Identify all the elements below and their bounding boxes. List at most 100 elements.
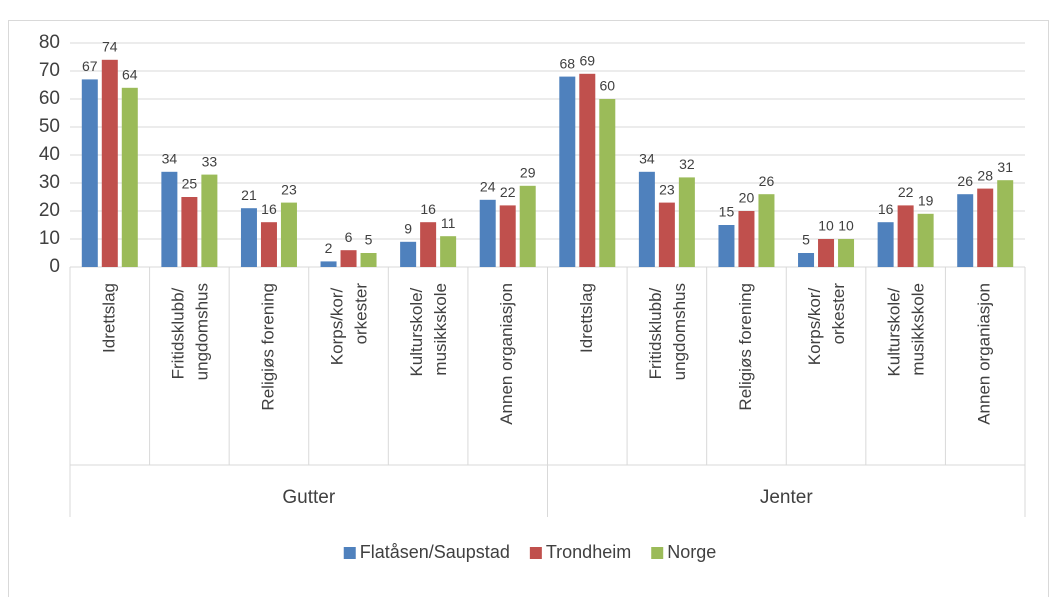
bar bbox=[479, 199, 496, 267]
group-label: Jenter bbox=[760, 487, 813, 508]
bar bbox=[420, 222, 437, 267]
value-label: 23 bbox=[281, 181, 297, 197]
x-tick-label: Idrettslag bbox=[99, 283, 118, 353]
y-tick-label: 10 bbox=[39, 228, 60, 249]
bar bbox=[838, 239, 855, 267]
group-label: Gutter bbox=[282, 487, 335, 508]
bar bbox=[181, 197, 198, 267]
y-tick-label: 80 bbox=[39, 32, 60, 53]
value-label: 67 bbox=[82, 58, 98, 74]
bar bbox=[658, 202, 675, 267]
chart-frame bbox=[8, 20, 1049, 597]
x-tick-label: Religiøs forening bbox=[736, 283, 755, 411]
value-label: 11 bbox=[441, 215, 456, 231]
x-tick-label: Kulturskole/ musikkskole bbox=[885, 283, 928, 377]
value-label: 5 bbox=[802, 232, 810, 248]
legend-label: Flatåsen/Saupstad bbox=[360, 542, 510, 562]
legend-swatch bbox=[651, 547, 664, 559]
x-tick-label: Fritidsklubb/ ungdomshus bbox=[646, 283, 689, 380]
value-label: 28 bbox=[977, 167, 993, 183]
y-tick-label: 20 bbox=[39, 200, 60, 221]
bar bbox=[201, 174, 218, 267]
value-label: 34 bbox=[639, 151, 655, 167]
bar bbox=[877, 222, 894, 267]
x-tick-label: Annen organiasjon bbox=[497, 283, 516, 425]
bar bbox=[599, 99, 616, 267]
value-label: 31 bbox=[997, 159, 1013, 175]
bar bbox=[559, 76, 576, 267]
bar bbox=[81, 79, 98, 268]
bar bbox=[499, 205, 516, 267]
bar bbox=[798, 253, 815, 267]
legend-label: Trondheim bbox=[546, 542, 631, 562]
value-label: 26 bbox=[759, 173, 775, 189]
value-label: 64 bbox=[122, 67, 138, 83]
bar bbox=[240, 208, 257, 267]
value-label: 23 bbox=[659, 181, 675, 197]
bar bbox=[340, 250, 357, 267]
bar bbox=[957, 194, 974, 267]
value-label: 9 bbox=[404, 221, 412, 237]
bar bbox=[997, 180, 1014, 267]
bar bbox=[280, 202, 297, 267]
y-tick-label: 30 bbox=[39, 172, 60, 193]
x-tick-label: Kulturskole/ musikkskole bbox=[408, 283, 451, 377]
y-tick-label: 70 bbox=[39, 60, 60, 81]
x-tick-label: Korps/kor/ orkester bbox=[806, 283, 849, 366]
value-label: 20 bbox=[739, 190, 755, 206]
bar bbox=[738, 211, 755, 267]
y-tick-label: 60 bbox=[39, 88, 60, 109]
y-tick-label: 50 bbox=[39, 116, 60, 137]
value-label: 25 bbox=[182, 176, 198, 192]
value-label: 19 bbox=[918, 193, 934, 209]
value-label: 16 bbox=[261, 201, 277, 217]
bar bbox=[718, 225, 735, 267]
bar bbox=[818, 239, 835, 267]
bar bbox=[360, 253, 377, 267]
value-label: 21 bbox=[241, 187, 257, 203]
bar bbox=[440, 236, 457, 267]
value-label: 10 bbox=[838, 218, 854, 234]
bar bbox=[260, 222, 277, 267]
value-label: 26 bbox=[957, 173, 973, 189]
x-tick-label: Korps/kor/ orkester bbox=[328, 283, 371, 366]
legend-swatch bbox=[529, 547, 542, 559]
value-label: 34 bbox=[162, 151, 178, 167]
bar bbox=[161, 171, 178, 267]
bar bbox=[320, 261, 337, 267]
value-label: 29 bbox=[520, 165, 536, 181]
y-tick-label: 40 bbox=[39, 144, 60, 165]
value-label: 60 bbox=[600, 78, 616, 94]
value-label: 68 bbox=[560, 55, 576, 71]
value-label: 32 bbox=[679, 156, 695, 172]
value-label: 5 bbox=[365, 232, 373, 248]
value-label: 22 bbox=[898, 184, 914, 200]
value-label: 16 bbox=[878, 201, 894, 217]
value-label: 69 bbox=[580, 53, 596, 69]
value-label: 74 bbox=[102, 39, 118, 55]
bar bbox=[579, 73, 596, 267]
y-tick-label: 0 bbox=[49, 256, 60, 277]
bar bbox=[638, 171, 655, 267]
x-tick-label: Religiøs forening bbox=[258, 283, 277, 411]
value-label: 15 bbox=[719, 204, 735, 220]
bar bbox=[678, 177, 695, 267]
value-label: 2 bbox=[325, 240, 333, 256]
value-label: 10 bbox=[818, 218, 834, 234]
bar bbox=[897, 205, 914, 267]
bar bbox=[917, 213, 934, 267]
value-label: 6 bbox=[345, 229, 353, 245]
x-tick-label: Annen organiasjon bbox=[975, 283, 994, 425]
value-label: 33 bbox=[202, 153, 218, 169]
value-label: 16 bbox=[420, 201, 436, 217]
bar bbox=[519, 185, 536, 267]
bar bbox=[758, 194, 775, 267]
value-label: 24 bbox=[480, 179, 496, 195]
legend-label: Norge bbox=[667, 542, 716, 562]
legend-swatch bbox=[343, 547, 356, 559]
bar bbox=[101, 59, 118, 267]
x-tick-label: Idrettslag bbox=[577, 283, 596, 353]
value-label: 22 bbox=[500, 184, 516, 200]
